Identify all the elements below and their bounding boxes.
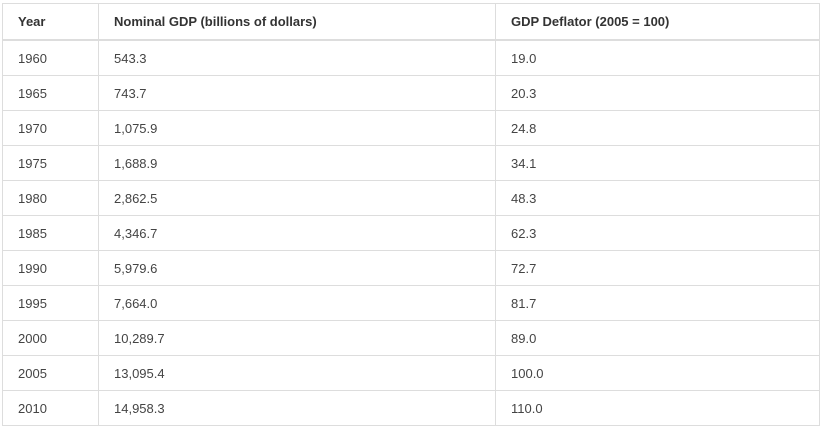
cell-nominal-gdp: 10,289.7 (98, 320, 496, 356)
cell-year: 1960 (2, 39, 99, 76)
cell-nominal-gdp: 13,095.4 (98, 355, 496, 391)
table-body: 1960 543.3 19.0 1965 743.7 20.3 1970 1,0… (2, 39, 820, 426)
cell-gdp-deflator: 110.0 (495, 390, 820, 426)
cell-year: 1995 (2, 285, 99, 321)
header-nominal-gdp: Nominal GDP (billions of dollars) (98, 3, 496, 41)
cell-gdp-deflator: 89.0 (495, 320, 820, 356)
cell-year: 1965 (2, 75, 99, 111)
cell-nominal-gdp: 4,346.7 (98, 215, 496, 251)
cell-gdp-deflator: 62.3 (495, 215, 820, 251)
table-row: 1970 1,075.9 24.8 (2, 110, 820, 146)
cell-nominal-gdp: 543.3 (98, 39, 496, 76)
table-row: 2010 14,958.3 110.0 (2, 390, 820, 426)
cell-nominal-gdp: 14,958.3 (98, 390, 496, 426)
cell-gdp-deflator: 48.3 (495, 180, 820, 216)
header-gdp-deflator: GDP Deflator (2005 = 100) (495, 3, 820, 41)
cell-year: 2005 (2, 355, 99, 391)
cell-gdp-deflator: 19.0 (495, 39, 820, 76)
cell-nominal-gdp: 7,664.0 (98, 285, 496, 321)
cell-gdp-deflator: 20.3 (495, 75, 820, 111)
table-row: 1990 5,979.6 72.7 (2, 250, 820, 286)
table-row: 1980 2,862.5 48.3 (2, 180, 820, 216)
table-header: Year Nominal GDP (billions of dollars) G… (2, 3, 820, 41)
cell-gdp-deflator: 34.1 (495, 145, 820, 181)
cell-year: 1990 (2, 250, 99, 286)
cell-year: 1985 (2, 215, 99, 251)
gdp-table-container: Year Nominal GDP (billions of dollars) G… (2, 3, 820, 426)
cell-year: 1975 (2, 145, 99, 181)
cell-nominal-gdp: 2,862.5 (98, 180, 496, 216)
table-row: 1960 543.3 19.0 (2, 39, 820, 76)
table-row: 2005 13,095.4 100.0 (2, 355, 820, 391)
gdp-table: Year Nominal GDP (billions of dollars) G… (2, 3, 820, 426)
cell-year: 1980 (2, 180, 99, 216)
cell-nominal-gdp: 5,979.6 (98, 250, 496, 286)
header-year: Year (2, 3, 99, 41)
table-row: 1975 1,688.9 34.1 (2, 145, 820, 181)
cell-gdp-deflator: 72.7 (495, 250, 820, 286)
cell-gdp-deflator: 100.0 (495, 355, 820, 391)
cell-gdp-deflator: 81.7 (495, 285, 820, 321)
cell-gdp-deflator: 24.8 (495, 110, 820, 146)
cell-nominal-gdp: 743.7 (98, 75, 496, 111)
cell-nominal-gdp: 1,075.9 (98, 110, 496, 146)
header-row: Year Nominal GDP (billions of dollars) G… (2, 3, 820, 41)
table-row: 1995 7,664.0 81.7 (2, 285, 820, 321)
table-row: 1965 743.7 20.3 (2, 75, 820, 111)
cell-year: 2010 (2, 390, 99, 426)
table-row: 2000 10,289.7 89.0 (2, 320, 820, 356)
cell-nominal-gdp: 1,688.9 (98, 145, 496, 181)
cell-year: 2000 (2, 320, 99, 356)
table-row: 1985 4,346.7 62.3 (2, 215, 820, 251)
cell-year: 1970 (2, 110, 99, 146)
